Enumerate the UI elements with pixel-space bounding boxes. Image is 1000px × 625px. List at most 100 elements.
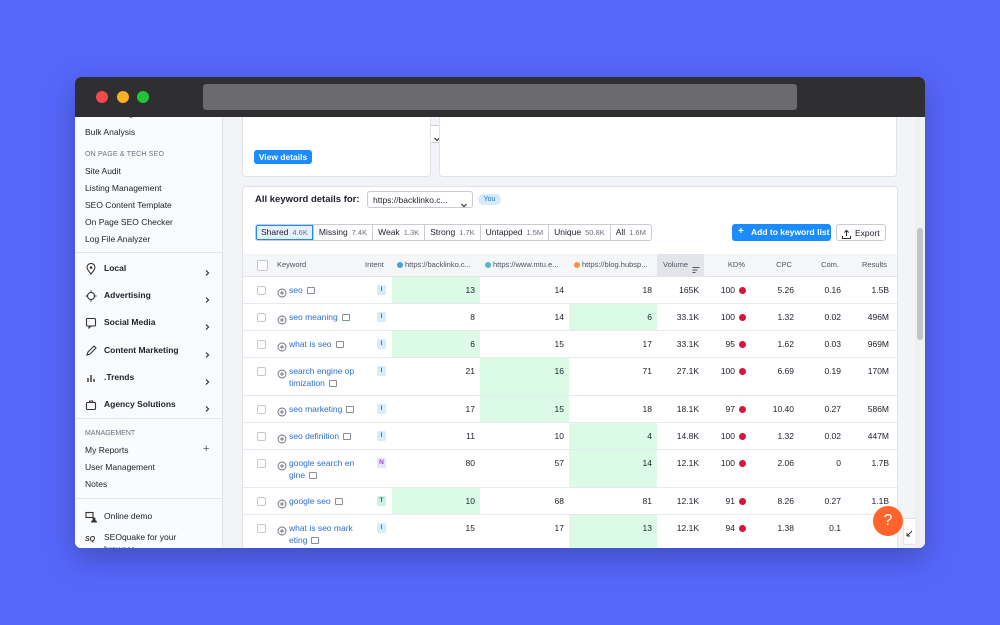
best-position-highlight bbox=[569, 515, 657, 548]
collapse-widget bbox=[903, 518, 915, 545]
tab[interactable]: Untapped 1.5M bbox=[479, 225, 549, 240]
menu-chevron-part bbox=[205, 378, 210, 385]
keyword-cell[interactable]: google seo bbox=[289, 495, 355, 507]
checkbox[interactable] bbox=[257, 524, 266, 533]
menu-item[interactable]: Local bbox=[104, 263, 127, 273]
keyword-cell[interactable]: what is seo marketing bbox=[289, 522, 355, 546]
tab[interactable]: Strong 1.7K bbox=[424, 225, 479, 240]
checkbox[interactable] bbox=[257, 432, 266, 441]
kd-value: 100 bbox=[720, 366, 735, 376]
menu-icon-part bbox=[85, 401, 97, 411]
add-report: + bbox=[203, 443, 210, 455]
kd-dot bbox=[739, 460, 746, 467]
menu-item[interactable]: Advertising bbox=[104, 290, 151, 301]
checkbox[interactable] bbox=[257, 286, 266, 295]
checkbox[interactable] bbox=[257, 260, 268, 271]
checkbox[interactable] bbox=[257, 459, 266, 468]
checkbox[interactable] bbox=[257, 367, 266, 376]
footer-item[interactable]: Online demo bbox=[104, 511, 153, 521]
keyword-cell[interactable]: seo meaning bbox=[289, 311, 355, 323]
tab[interactable]: Shared 4.6K bbox=[256, 225, 313, 240]
position-value: 57 bbox=[554, 458, 564, 468]
column-header[interactable]: Keyword bbox=[277, 260, 307, 269]
tab[interactable]: All 1.6M bbox=[609, 225, 651, 240]
column-header[interactable]: https://blog.hubsp... bbox=[582, 260, 648, 269]
serp-icon bbox=[341, 314, 350, 322]
add-keyword-icon-part bbox=[277, 315, 287, 325]
footer-item[interactable]: SEOquake for your browser bbox=[104, 532, 177, 548]
keyword-cell[interactable]: seo marketing bbox=[289, 403, 355, 415]
keyword-details-card: All keyword details for: https://backlink… bbox=[242, 186, 898, 548]
column-header[interactable]: Com. bbox=[821, 260, 839, 269]
table-row: what is seo I 6 15 17 33.1K 95 1.62 0.03 969M bbox=[243, 331, 897, 358]
position-value: 8 bbox=[470, 312, 475, 322]
sidebar-item[interactable]: User Management bbox=[85, 462, 155, 472]
minimize-dot[interactable] bbox=[117, 91, 129, 103]
table-row: seo meaning I 8 14 6 33.1K 100 1.32 0.02 496M bbox=[243, 304, 897, 331]
intent-badge: T bbox=[377, 496, 386, 506]
sidebar-item[interactable]: My Reports bbox=[85, 445, 129, 455]
column-header[interactable]: https://backlinko.c... bbox=[405, 260, 471, 269]
close-dot[interactable] bbox=[96, 91, 108, 103]
add-keyword-icon bbox=[277, 404, 287, 417]
footer-icon-part: SQ bbox=[85, 536, 96, 543]
tab-count: 1.6M bbox=[629, 228, 646, 237]
menu-chevron-part bbox=[205, 297, 210, 304]
cpc-value: 1.32 bbox=[777, 312, 794, 322]
sidebar-item[interactable]: Log File Analyzer bbox=[85, 234, 151, 244]
menu-icon-part bbox=[86, 262, 96, 275]
menu-item[interactable]: .Trends bbox=[104, 371, 135, 382]
keyword-cell[interactable]: seo bbox=[289, 284, 355, 296]
tab[interactable]: Missing 7.4K bbox=[312, 225, 372, 240]
column-header[interactable]: KD% bbox=[727, 260, 745, 269]
intent-badge: I bbox=[377, 431, 386, 441]
keyword-cell[interactable]: what is seo bbox=[289, 338, 355, 350]
add-keyword-icon-part bbox=[277, 407, 287, 417]
sidebar-item[interactable]: Notes bbox=[85, 479, 108, 489]
column-header[interactable]: https://www.mtu.e... bbox=[493, 260, 559, 269]
column-header[interactable]: CPC bbox=[776, 260, 792, 269]
checkbox[interactable] bbox=[257, 340, 266, 349]
scrollbar-thumb[interactable] bbox=[917, 228, 923, 340]
address-bar[interactable] bbox=[203, 84, 797, 110]
add-keyword-icon bbox=[277, 523, 287, 536]
export-button[interactable]: Export bbox=[836, 224, 886, 241]
checkbox[interactable] bbox=[257, 313, 266, 322]
domain-select-label: https://backlinko.c... bbox=[373, 195, 448, 205]
column-header[interactable]: Results bbox=[861, 260, 887, 269]
column-header[interactable]: Intent bbox=[365, 260, 384, 269]
keyword-cell[interactable]: seo definition bbox=[289, 430, 355, 442]
menu-item[interactable]: Content Marketing bbox=[104, 344, 179, 355]
view-details-button[interactable]: View details bbox=[254, 150, 312, 164]
menu-chevron-part bbox=[205, 324, 210, 331]
you-badge: You bbox=[478, 194, 501, 205]
sidebar-item[interactable]: Link Building Tool bbox=[85, 117, 151, 119]
kd-dot bbox=[739, 525, 746, 532]
serp-icon bbox=[306, 287, 315, 295]
competition-value: 0.1 bbox=[829, 523, 841, 533]
menu-chevron-part bbox=[205, 297, 210, 304]
menu-item[interactable]: Agency Solutions bbox=[104, 399, 176, 409]
checkbox[interactable] bbox=[257, 497, 266, 506]
keyword-cell[interactable]: search engine optimization bbox=[289, 365, 355, 389]
sidebar-item[interactable]: On Page SEO Checker bbox=[85, 217, 173, 227]
add-to-list-button[interactable]: + Add to keyword list bbox=[732, 224, 831, 241]
sidebar-item[interactable]: SEO Content Template bbox=[85, 200, 172, 210]
domain-select[interactable]: https://backlinko.c... bbox=[367, 191, 473, 208]
sidebar-item[interactable]: Site Audit bbox=[85, 166, 121, 176]
maximize-dot[interactable] bbox=[137, 91, 149, 103]
kd-value: 95 bbox=[725, 339, 735, 349]
checkbox[interactable] bbox=[257, 405, 266, 414]
keyword-cell[interactable]: google search engine bbox=[289, 457, 355, 481]
sidebar-item[interactable]: Listing Management bbox=[85, 183, 162, 193]
kd-dot bbox=[739, 406, 746, 413]
column-header[interactable]: Volume bbox=[663, 260, 689, 269]
tab[interactable]: Unique 50.8K bbox=[548, 225, 610, 240]
tab[interactable]: Weak 1.3K bbox=[372, 225, 424, 240]
help-button[interactable]: ? bbox=[873, 506, 903, 536]
kd-value: 100 bbox=[720, 458, 735, 468]
plus: + bbox=[738, 226, 744, 237]
competition-value: 0.16 bbox=[824, 285, 841, 295]
menu-item[interactable]: Social Media bbox=[104, 317, 156, 328]
sidebar-item[interactable]: Bulk Analysis bbox=[85, 127, 136, 137]
